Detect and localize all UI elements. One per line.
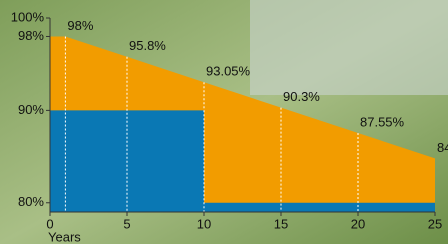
data-label: 84.8% [437,140,448,155]
x-tick-label: 25 [428,216,442,231]
data-label: 95.8% [129,38,166,53]
chart: Years 98% 95.8% 93.05% 90.3% 87.55% 84.8% 80% 9… [0,0,448,244]
x-tick-label: 20 [351,216,365,231]
y-tick-label: 80% [18,194,44,209]
x-axis-label: Years [48,229,81,244]
y-tick-label: 90% [18,102,44,117]
data-label: 93.05% [206,64,251,79]
photo-panel [250,0,448,95]
data-label: 87.55% [360,114,405,129]
y-tick-label: 100% [11,9,45,24]
x-tick-label: 10 [197,216,211,231]
data-label: 98% [67,18,93,33]
data-label: 90.3% [283,89,320,104]
y-tick-label: 98% [18,28,44,43]
x-tick-label: 15 [274,216,288,231]
x-tick-label: 5 [123,216,130,231]
x-tick-label: 0 [46,216,53,231]
